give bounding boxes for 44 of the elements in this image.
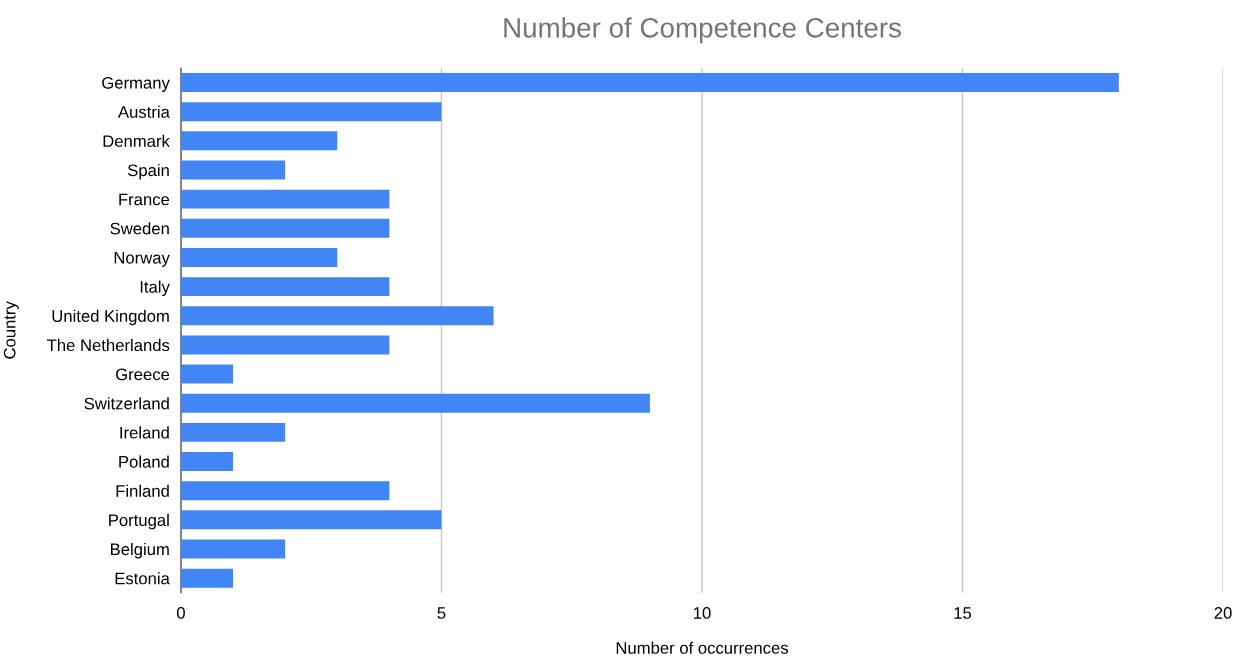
bar: [180, 189, 390, 209]
bar: [180, 364, 234, 384]
y-tick-label: Estonia: [115, 572, 170, 585]
bar: [180, 102, 442, 122]
x-axis-title: Number of occurrences: [616, 641, 789, 654]
y-tick-label: Switzerland: [84, 397, 169, 410]
y-tick-label: Finland: [116, 484, 169, 497]
bar: [180, 452, 234, 472]
y-tick-label: Norway: [114, 252, 170, 267]
bar: [180, 73, 1119, 92]
y-tick-label: Portugal: [109, 513, 169, 530]
y-axis-title: Country: [3, 301, 19, 359]
y-tick-label: Poland: [119, 455, 169, 468]
y-tick-label: Italy: [140, 280, 170, 297]
x-tick-label: 10: [694, 607, 711, 619]
bar: [180, 247, 338, 267]
y-tick-label: United Kingdom: [52, 309, 169, 326]
y-tick-label: Austria: [118, 105, 170, 118]
x-tick-label: 5: [437, 607, 446, 619]
bar: [180, 306, 494, 326]
bar: [180, 539, 286, 559]
bar: [180, 218, 390, 238]
y-tick-label: Spain: [127, 163, 169, 180]
chart-title: Number of Competence Centers: [504, 17, 901, 44]
y-tick-label: Germany: [102, 76, 170, 93]
y-tick-label: Denmark: [103, 134, 170, 148]
bar: [180, 481, 390, 501]
x-tick-label: 20: [1214, 607, 1232, 619]
bar: [180, 568, 234, 588]
y-tick-label: Belgium: [111, 542, 169, 559]
bar: [180, 422, 286, 442]
y-tick-label: The Netherlands: [47, 338, 170, 352]
y-tick-label: Ireland: [120, 426, 169, 439]
bar: [180, 335, 390, 355]
y-tick-label: Sweden: [110, 222, 169, 235]
bar: [180, 160, 286, 180]
bar: [180, 510, 442, 530]
bar: [180, 131, 338, 151]
y-tick-label: France: [119, 193, 170, 206]
y-tick-label: Greece: [116, 368, 170, 381]
bar: [180, 393, 650, 413]
x-tick-label: 15: [954, 607, 972, 619]
bar: [180, 277, 390, 297]
x-tick-label: 0: [176, 607, 185, 619]
